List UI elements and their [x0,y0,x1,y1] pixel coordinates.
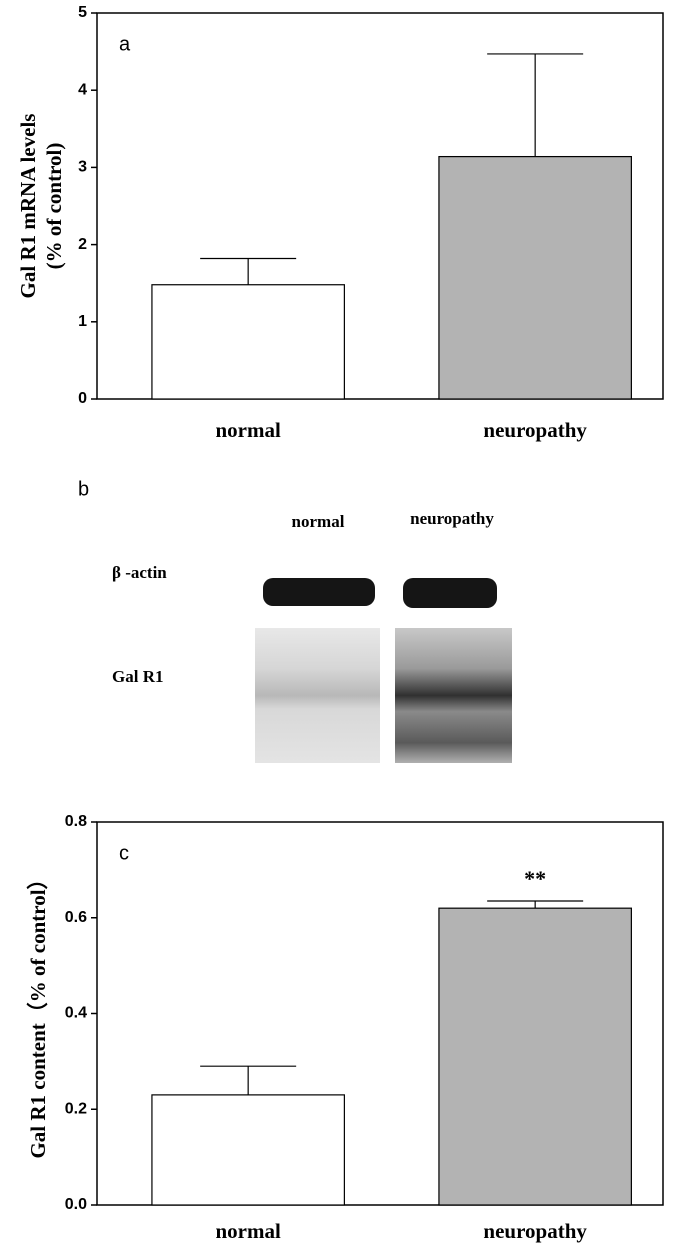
y-tick-label: 0.2 [65,1100,87,1117]
y-tick-label: 4 [78,81,87,98]
row-label: β -actin [112,563,167,582]
y-tick-label: 3 [78,159,87,176]
y-tick-label: 0.6 [65,909,87,926]
plot-frame [96,12,664,400]
x-tick-label: normal [215,1219,280,1243]
lane-label: normal [292,512,345,531]
bar [151,1094,345,1206]
annotation: ** [524,866,546,891]
x-tick-label: neuropathy [483,1219,587,1243]
row-label: Gal R1 [112,667,163,686]
y-axis-label: Gal R1 content（% of control） [26,868,50,1158]
y-axis-label: (% of control) [42,143,66,270]
blot-band [403,578,497,608]
y-tick-label: 0.4 [65,1005,87,1022]
y-tick-label: 5 [78,4,87,21]
x-tick-label: normal [215,418,280,442]
lane-label: neuropathy [410,509,494,528]
panel-label: c [119,842,129,864]
y-axis-label: Gal R1 mRNA levels [16,114,40,299]
x-tick-label: neuropathy [483,418,587,442]
y-tick-label: 2 [78,236,87,253]
panel-label: a [119,33,131,55]
bar [438,907,632,1206]
blot-band [263,578,375,606]
bar [151,284,345,400]
panel-label: b [78,478,89,500]
y-tick-label: 0.8 [65,813,87,830]
blot-lane [395,628,512,763]
blot-lane [255,628,380,763]
y-tick-label: 1 [78,313,87,330]
y-tick-label: 0.0 [65,1196,87,1213]
bar [438,155,632,400]
y-tick-label: 0 [78,390,87,407]
